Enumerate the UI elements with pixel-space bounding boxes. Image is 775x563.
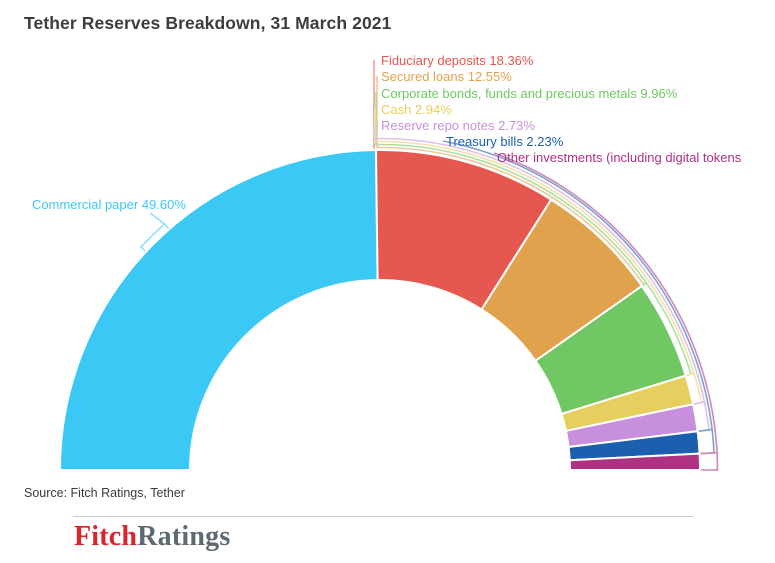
segment-other-investments[interactable] <box>568 452 701 471</box>
chart-title: Tether Reserves Breakdown, 31 March 2021 <box>24 13 392 33</box>
logo-fitch: Fitch <box>74 521 138 552</box>
source-note: Source: Fitch Ratings, Tether <box>24 486 185 500</box>
connector-commercial-paper <box>139 212 170 252</box>
connector-other-investments <box>493 152 719 471</box>
logo-ratings: Ratings <box>137 521 231 552</box>
divider-line <box>73 516 693 517</box>
fitch-ratings-logo: FitchRatings <box>74 521 230 553</box>
segment-commercial-paper[interactable] <box>59 149 379 471</box>
